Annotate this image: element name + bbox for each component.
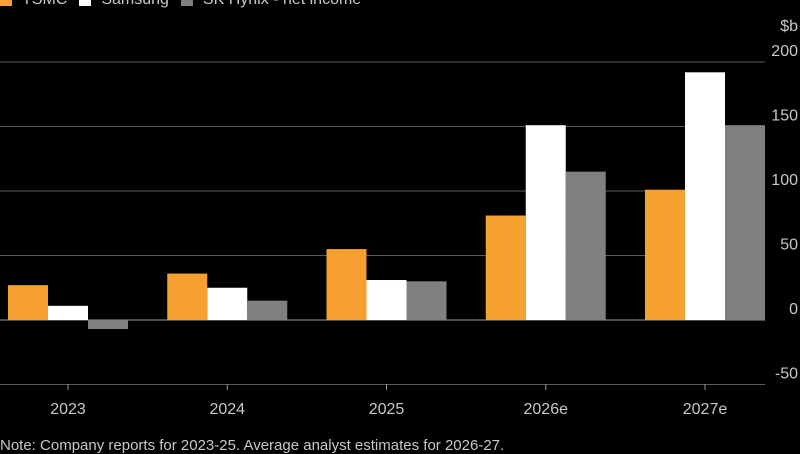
y-tick-label: 200	[771, 43, 798, 60]
legend-swatch-samsung	[79, 0, 92, 6]
x-tick-label: 2027e	[683, 401, 728, 418]
legend-label-sk-hynix: SK Hynix - net income	[203, 0, 361, 9]
bar-sk-hynix-net-income-2025	[406, 281, 447, 320]
legend-item-tsmc: TSMC	[0, 0, 67, 9]
bar-sk-hynix-net-income-2026e	[565, 171, 606, 320]
bar-tsmc-2025	[326, 249, 367, 320]
bar-tsmc-2026e	[485, 215, 526, 320]
legend-label-tsmc: TSMC	[22, 0, 67, 9]
legend-item-samsung: Samsung	[79, 0, 169, 9]
legend-label-samsung: Samsung	[101, 0, 169, 9]
legend-swatch-sk-hynix	[180, 0, 193, 6]
y-tick-label: 50	[780, 237, 798, 254]
legend-swatch-tsmc	[0, 0, 12, 6]
chart-legend: TSMC Samsung SK Hynix - net income	[0, 0, 373, 10]
y-tick-label: -50	[775, 366, 798, 383]
bar-samsung-2026e	[525, 125, 566, 321]
bar-sk-hynix-net-income-2023	[88, 320, 128, 330]
y-tick-label: 0	[789, 301, 798, 318]
bar-tsmc-2024	[167, 273, 208, 320]
bar-samsung-2023	[48, 305, 88, 320]
bar-samsung-2027e	[685, 72, 725, 320]
y-tick-label: 150	[771, 108, 798, 125]
x-tick-label: 2023	[50, 401, 86, 418]
footnote: Note: Company reports for 2023-25. Avera…	[0, 437, 505, 454]
legend-item-sk-hynix: SK Hynix - net income	[180, 0, 361, 9]
y-axis-unit-label: $b	[780, 18, 798, 35]
y-tick-label: 100	[771, 172, 798, 189]
bar-tsmc-2023	[8, 285, 48, 320]
x-tick-label: 2026e	[524, 401, 569, 418]
bar-sk-hynix-net-income-2027e	[725, 125, 765, 321]
bar-samsung-2025	[366, 280, 407, 320]
bar-samsung-2024	[207, 287, 248, 320]
bar-sk-hynix-net-income-2024	[247, 300, 288, 320]
x-tick-label: 2024	[209, 401, 245, 418]
x-tick-label: 2025	[369, 401, 405, 418]
bar-tsmc-2027e	[645, 189, 685, 320]
